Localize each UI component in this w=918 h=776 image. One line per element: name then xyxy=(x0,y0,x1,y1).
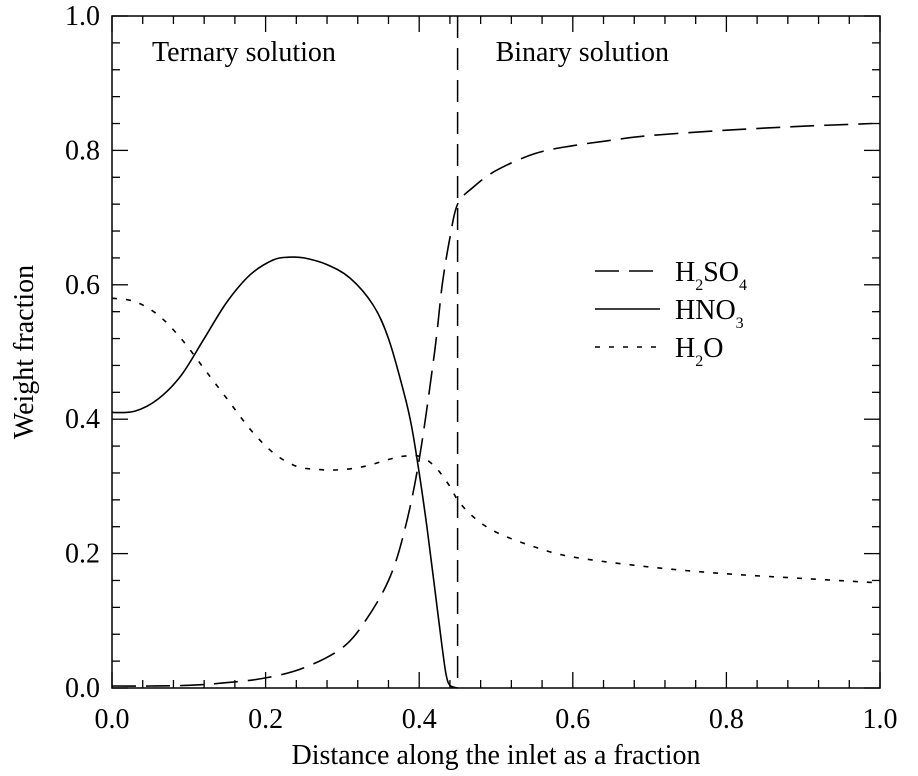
x-axis-label: Distance along the inlet as a fraction xyxy=(292,740,701,771)
plot-frame xyxy=(111,15,881,689)
series-line-0 xyxy=(111,122,873,687)
x-tick-label: 0.2 xyxy=(248,704,283,735)
x-tick-label: 1.0 xyxy=(863,704,898,735)
y-tick-label: 0.4 xyxy=(65,404,100,435)
legend-label-0: H2SO4 xyxy=(675,257,747,294)
tick-labels: 0.0 0.2 0.4 0.6 0.8 1.0 0.0 0.2 0.4 0.6 0.8 1.0 xyxy=(65,1,898,735)
series-lines xyxy=(111,122,873,689)
series-line-1 xyxy=(111,256,458,689)
y-axis-label: Weight fraction xyxy=(9,265,40,439)
x-tick-label: 0.4 xyxy=(402,704,437,735)
y-tick-label: 0.2 xyxy=(65,539,100,570)
region-label-binary: Binary solution xyxy=(496,37,669,68)
y-tick-label: 0.0 xyxy=(65,673,100,704)
legend-label-1: HNO3 xyxy=(675,295,744,332)
y-tick-label: 0.6 xyxy=(65,270,100,301)
x-tick-label: 0.6 xyxy=(555,704,590,735)
series-line-2 xyxy=(111,297,873,584)
axis-ticks xyxy=(111,15,881,689)
region-label-ternary: Ternary solution xyxy=(152,37,336,68)
x-tick-label: 0.0 xyxy=(95,704,130,735)
y-tick-label: 0.8 xyxy=(65,135,100,166)
legend-label-2: H2O xyxy=(675,333,723,370)
y-tick-label: 1.0 xyxy=(65,1,100,32)
x-tick-label: 0.8 xyxy=(709,704,744,735)
